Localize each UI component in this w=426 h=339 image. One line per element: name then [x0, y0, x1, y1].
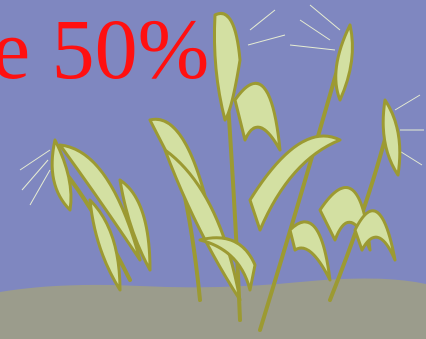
leaf: [353, 209, 397, 262]
leaf: [318, 186, 372, 252]
head: [381, 98, 402, 177]
wheat: [19, 4, 424, 332]
head: [334, 23, 354, 102]
leaf: [198, 236, 257, 292]
leaf: [233, 81, 282, 152]
stem: [258, 58, 342, 332]
ground: [0, 278, 426, 339]
head: [212, 12, 242, 122]
leaf: [288, 220, 332, 282]
leaf: [118, 178, 152, 272]
awns: [19, 4, 424, 206]
leaf: [163, 148, 242, 302]
leaf: [88, 198, 122, 292]
head: [50, 138, 73, 212]
caption: e 50%: [0, 1, 209, 97]
leaf: [248, 134, 342, 232]
leaf: [58, 143, 142, 262]
